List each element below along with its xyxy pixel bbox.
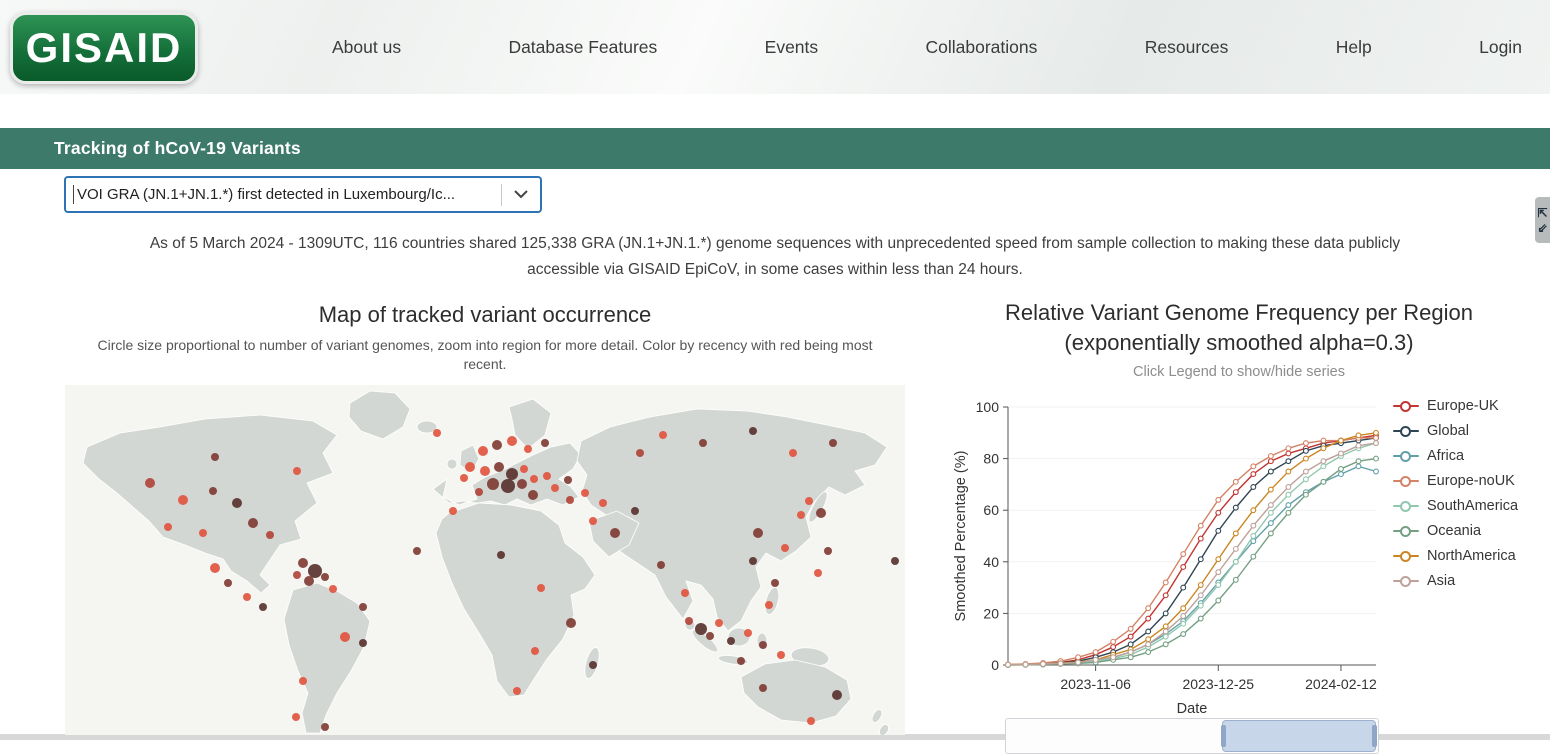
frequency-line-chart[interactable]: 0 20 40 60 80 100 2023-11-06 2023-12-25 2024-02-… xyxy=(950,393,1390,723)
legend-label: NorthAmerica xyxy=(1427,548,1516,564)
legend-marker-icon xyxy=(1393,400,1419,412)
svg-text:80: 80 xyxy=(983,451,999,467)
legend-marker-icon xyxy=(1393,425,1419,437)
resize-arrow-bottom-icon: ⇙ xyxy=(1537,220,1548,235)
datazoom-window[interactable] xyxy=(1220,720,1378,752)
section-banner: Tracking of hCoV-19 Variants xyxy=(0,128,1550,169)
nav-about-us[interactable]: About us xyxy=(332,36,402,57)
svg-text:40: 40 xyxy=(983,554,999,570)
nav-resources[interactable]: Resources xyxy=(1144,36,1229,57)
text-cursor xyxy=(73,185,74,204)
nav-help[interactable]: Help xyxy=(1335,36,1372,57)
legend-item-Africa[interactable]: Africa xyxy=(1393,448,1518,464)
legend-marker-icon xyxy=(1393,500,1419,512)
legend-item-NorthAmerica[interactable]: NorthAmerica xyxy=(1393,548,1518,564)
svg-text:100: 100 xyxy=(976,399,1000,415)
variant-occurrence-dots xyxy=(145,427,899,731)
legend-marker-icon xyxy=(1393,475,1419,487)
main-nav: About us Database Features Events Collab… xyxy=(332,0,1522,94)
legend-item-SouthAmerica[interactable]: SouthAmerica xyxy=(1393,498,1518,514)
site-header: GISAID About us Database Features Events… xyxy=(0,0,1550,94)
legend-marker-icon xyxy=(1393,450,1419,462)
map-panel: Map of tracked variant occurrence Circle… xyxy=(65,300,905,735)
legend-label: Europe-UK xyxy=(1427,398,1499,414)
status-summary-text: As of 5 March 2024 - 1309UTC, 116 countr… xyxy=(149,235,1401,278)
legend-marker-icon xyxy=(1393,550,1419,562)
dropdown-divider xyxy=(501,183,502,206)
legend-item-Europe-UK[interactable]: Europe-UK xyxy=(1393,398,1518,414)
nav-events[interactable]: Events xyxy=(764,36,819,57)
datazoom-right-handle[interactable] xyxy=(1372,725,1378,747)
svg-text:Date: Date xyxy=(1177,701,1208,717)
svg-text:2024-02-12: 2024-02-12 xyxy=(1305,676,1377,692)
svg-text:60: 60 xyxy=(983,502,999,518)
nav-login[interactable]: Login xyxy=(1479,36,1522,57)
svg-text:Smoothed Percentage (%): Smoothed Percentage (%) xyxy=(953,451,969,622)
chart-title-line1: Relative Variant Genome Frequency per Re… xyxy=(1005,300,1473,325)
legend-item-Asia[interactable]: Asia xyxy=(1393,573,1518,589)
chart-title: Relative Variant Genome Frequency per Re… xyxy=(950,298,1528,358)
datazoom-left-handle[interactable] xyxy=(1220,725,1226,747)
legend-label: Global xyxy=(1427,423,1469,439)
chart-subtitle: Click Legend to show/hide series xyxy=(1133,364,1345,380)
gisaid-logo[interactable]: GISAID xyxy=(10,12,198,84)
svg-text:20: 20 xyxy=(983,605,999,621)
legend-item-Europe-noUK[interactable]: Europe-noUK xyxy=(1393,473,1518,489)
chart-datazoom-slider[interactable] xyxy=(1005,718,1379,754)
map-landmasses xyxy=(82,390,889,735)
legend-label: SouthAmerica xyxy=(1427,498,1519,514)
nav-collaborations[interactable]: Collaborations xyxy=(925,36,1038,57)
resize-arrow-top-icon: ⇱ xyxy=(1537,205,1548,220)
page-divider xyxy=(0,734,1550,740)
chevron-down-icon[interactable] xyxy=(502,190,540,199)
svg-text:0: 0 xyxy=(991,657,999,673)
world-map-svg xyxy=(82,390,899,735)
world-map[interactable] xyxy=(65,385,905,735)
map-title: Map of tracked variant occurrence xyxy=(318,302,652,327)
legend-marker-icon xyxy=(1393,525,1419,537)
legend-label: Europe-noUK xyxy=(1427,473,1515,489)
legend-label: Asia xyxy=(1427,573,1456,589)
svg-text:2023-12-25: 2023-12-25 xyxy=(1182,676,1254,692)
page-title: Tracking of hCoV-19 Variants xyxy=(54,138,301,158)
legend-label: Africa xyxy=(1427,448,1465,464)
variant-select-value: VOI GRA (JN.1+JN.1.*) first detected in … xyxy=(77,186,456,203)
gisaid-logo-text: GISAID xyxy=(25,24,183,71)
variant-select-combobox[interactable]: VOI GRA (JN.1+JN.1.*) first detected in … xyxy=(64,176,542,213)
legend-label: Oceania xyxy=(1427,523,1482,539)
svg-text:2023-11-06: 2023-11-06 xyxy=(1060,676,1131,692)
frequency-chart-panel: Relative Variant Genome Frequency per Re… xyxy=(950,298,1528,754)
panel-resize-control[interactable]: ⇱ ⇙ xyxy=(1535,197,1550,243)
chart-title-line2: (exponentially smoothed alpha=0.3) xyxy=(1064,330,1414,355)
legend-marker-icon xyxy=(1393,575,1419,587)
chart-legend: Europe-UK Global Africa Europe-noUK SouthAme… xyxy=(1393,398,1518,589)
map-subtitle: Circle size proportional to number of va… xyxy=(97,337,873,372)
legend-item-Global[interactable]: Global xyxy=(1393,423,1518,439)
nav-database-features[interactable]: Database Features xyxy=(508,36,658,57)
legend-item-Oceania[interactable]: Oceania xyxy=(1393,523,1518,539)
